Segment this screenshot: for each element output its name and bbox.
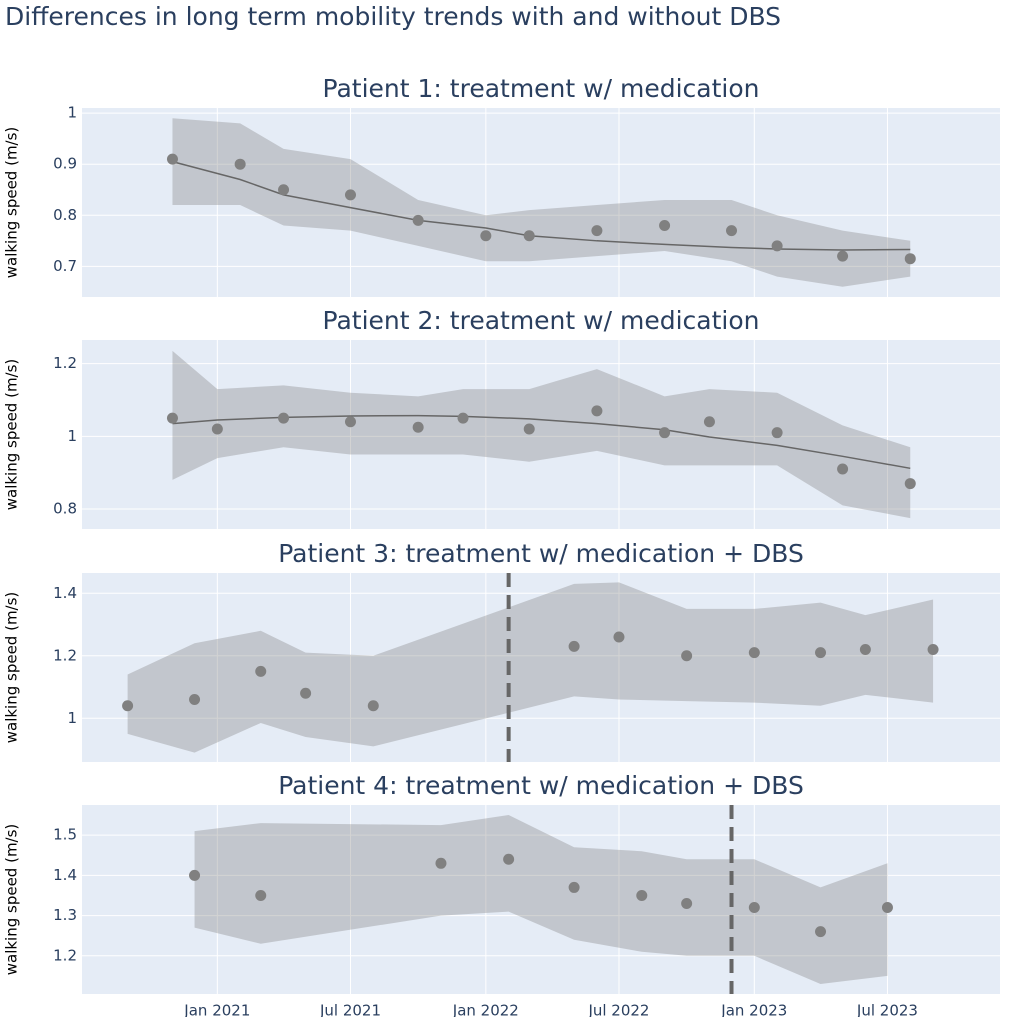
main-title: Differences in long term mobility trends… bbox=[5, 2, 781, 31]
data-point bbox=[367, 700, 379, 712]
panel-title: Patient 1: treatment w/ medication bbox=[323, 74, 760, 103]
data-point bbox=[344, 416, 356, 428]
x-tick-label: Jul 2022 bbox=[587, 1002, 649, 1017]
data-point bbox=[234, 158, 246, 170]
data-point bbox=[591, 405, 603, 417]
data-point bbox=[681, 650, 693, 662]
confidence-band bbox=[194, 815, 888, 984]
x-tick-label: Jul 2023 bbox=[856, 1002, 918, 1017]
panel-title: Patient 2: treatment w/ medication bbox=[323, 306, 760, 335]
data-point bbox=[613, 631, 625, 643]
data-point bbox=[726, 225, 738, 237]
x-tick-label: Jan 2023 bbox=[720, 1002, 787, 1017]
data-point bbox=[837, 250, 849, 262]
data-point bbox=[568, 640, 580, 652]
y-tick-label: 1.3 bbox=[53, 906, 77, 924]
plot-background bbox=[82, 805, 1000, 994]
y-axis-label: walking speed (m/s) bbox=[3, 127, 21, 279]
data-point bbox=[211, 423, 223, 435]
y-tick-label: 1.2 bbox=[53, 946, 77, 964]
confidence-band bbox=[172, 350, 911, 519]
data-point bbox=[166, 412, 178, 424]
y-tick-label: 1 bbox=[67, 427, 77, 445]
data-point bbox=[881, 902, 893, 914]
data-point bbox=[344, 189, 356, 201]
y-tick-label: 0.7 bbox=[53, 257, 77, 275]
data-point bbox=[703, 416, 715, 428]
data-point bbox=[523, 230, 535, 242]
y-axis-label: walking speed (m/s) bbox=[3, 592, 21, 744]
confidence-band bbox=[127, 582, 934, 753]
y-tick-label: 1 bbox=[67, 104, 77, 122]
panel-title: Patient 3: treatment w/ medication + DBS bbox=[278, 539, 804, 568]
data-point bbox=[591, 225, 603, 237]
data-point bbox=[255, 665, 267, 677]
data-point bbox=[904, 478, 916, 490]
x-tick-label: Jan 2021 bbox=[183, 1002, 250, 1017]
plot-background bbox=[82, 108, 1000, 297]
data-point bbox=[859, 644, 871, 656]
data-point bbox=[300, 687, 312, 699]
data-point bbox=[927, 644, 939, 656]
data-point bbox=[771, 240, 783, 252]
data-point bbox=[659, 427, 671, 439]
data-point bbox=[904, 253, 916, 265]
data-point bbox=[837, 463, 849, 475]
data-point bbox=[681, 898, 693, 910]
data-point bbox=[523, 423, 535, 435]
data-point bbox=[255, 889, 267, 901]
data-point bbox=[435, 857, 447, 869]
data-point bbox=[412, 421, 424, 433]
y-tick-label: 1 bbox=[67, 709, 77, 727]
data-point bbox=[503, 853, 515, 865]
confidence-band bbox=[172, 118, 911, 287]
data-point bbox=[122, 700, 134, 712]
data-point bbox=[480, 230, 492, 242]
y-tick-label: 1.4 bbox=[53, 866, 77, 884]
data-point bbox=[278, 412, 290, 424]
data-point bbox=[815, 926, 827, 938]
y-axis-label: walking speed (m/s) bbox=[3, 359, 21, 511]
data-point bbox=[748, 647, 760, 659]
data-point bbox=[568, 881, 580, 893]
plot-background bbox=[82, 573, 1000, 762]
x-tick-label: Jan 2022 bbox=[452, 1002, 519, 1017]
panel-title: Patient 4: treatment w/ medication + DBS bbox=[278, 771, 804, 800]
y-tick-label: 1.5 bbox=[53, 826, 77, 844]
data-point bbox=[189, 869, 201, 881]
y-tick-label: 1.2 bbox=[53, 354, 77, 372]
y-axis-label: walking speed (m/s) bbox=[3, 824, 21, 976]
y-tick-label: 0.8 bbox=[53, 206, 77, 224]
y-tick-label: 1.2 bbox=[53, 646, 77, 664]
data-point bbox=[457, 412, 469, 424]
data-point bbox=[278, 184, 290, 196]
data-point bbox=[412, 214, 424, 226]
y-tick-label: 1.4 bbox=[53, 584, 77, 602]
y-tick-label: 0.9 bbox=[53, 155, 77, 173]
data-point bbox=[659, 219, 671, 231]
data-point bbox=[189, 694, 201, 706]
data-point bbox=[771, 427, 783, 439]
data-point bbox=[166, 153, 178, 165]
plot-background bbox=[82, 340, 1000, 529]
data-point bbox=[636, 889, 648, 901]
data-point bbox=[748, 902, 760, 914]
x-tick-label: Jul 2021 bbox=[319, 1002, 381, 1017]
y-tick-label: 0.8 bbox=[53, 500, 77, 518]
data-point bbox=[815, 647, 827, 659]
